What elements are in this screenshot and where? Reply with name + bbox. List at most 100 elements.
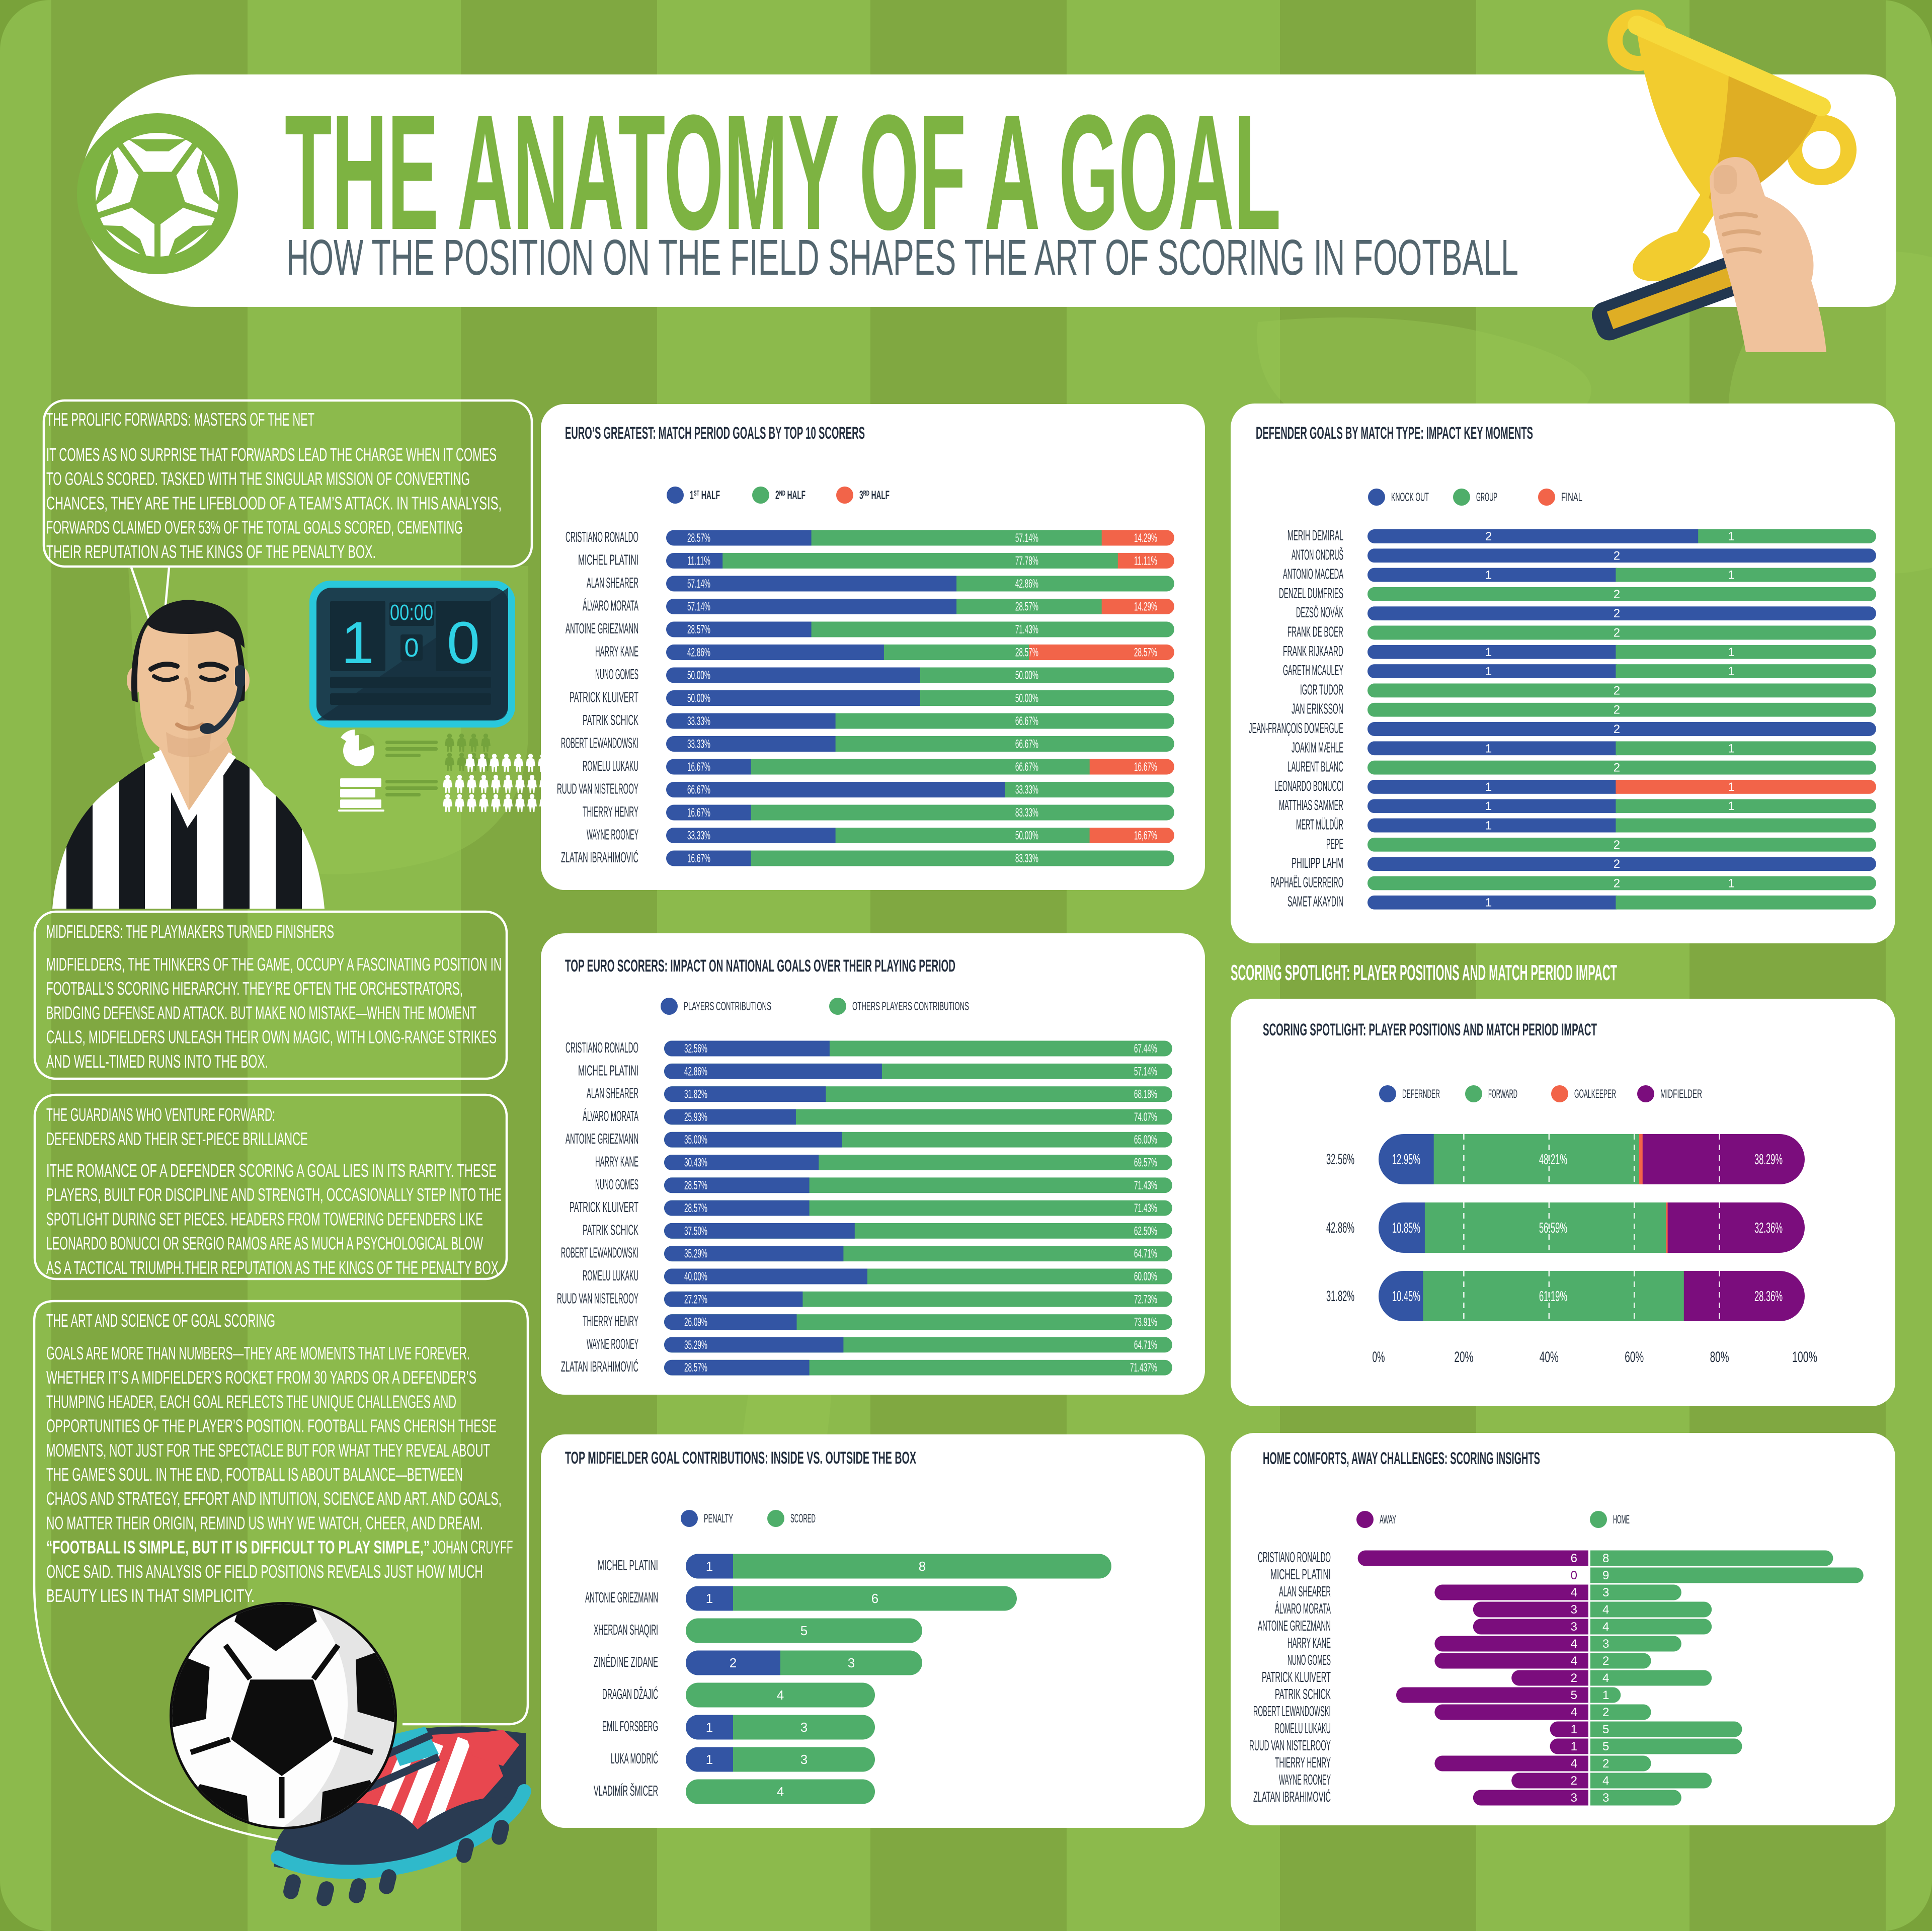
svg-text:TOP EURO SCORERS: IMPACT ON NA: TOP EURO SCORERS: IMPACT ON NATIONAL GOA… xyxy=(565,956,955,976)
svg-text:1: 1 xyxy=(706,1591,713,1606)
svg-text:33.33%: 33.33% xyxy=(687,738,710,751)
svg-text:64.71%: 64.71% xyxy=(1134,1247,1157,1261)
svg-text:2: 2 xyxy=(1485,530,1492,543)
svg-text:IGOR TUDOR: IGOR TUDOR xyxy=(1300,682,1343,698)
svg-text:ROMELU LUKAKU: ROMELU LUKAKU xyxy=(1275,1721,1331,1737)
svg-text:4: 4 xyxy=(1571,1637,1577,1651)
svg-text:42.86%: 42.86% xyxy=(684,1065,707,1078)
svg-text:40%: 40% xyxy=(1540,1349,1559,1365)
svg-text:THUMPING HEADER, EACH GOAL REF: THUMPING HEADER, EACH GOAL REFLECTS THE … xyxy=(46,1391,456,1412)
svg-text:ZLATAN IBRAHIMOVIĆ: ZLATAN IBRAHIMOVIĆ xyxy=(1253,1789,1331,1805)
svg-text:83.33%: 83.33% xyxy=(1015,806,1038,820)
svg-text:67.44%: 67.44% xyxy=(1134,1042,1157,1056)
svg-text:ZLATAN IBRAHIMOVIĆ: ZLATAN IBRAHIMOVIĆ xyxy=(561,850,638,866)
svg-text:71.437%: 71.437% xyxy=(1130,1361,1157,1375)
svg-text:11.11%: 11.11% xyxy=(1134,554,1157,568)
svg-text:OTHERS PLAYERS CONTRIBUTIONS: OTHERS PLAYERS CONTRIBUTIONS xyxy=(852,1000,969,1013)
svg-text:HARRY KANE: HARRY KANE xyxy=(1287,1635,1331,1651)
svg-text:32.36%: 32.36% xyxy=(1754,1220,1783,1236)
svg-text:SCORING SPOTLIGHT: PLAYER POSI: SCORING SPOTLIGHT: PLAYER POSITIONS AND … xyxy=(1231,960,1617,985)
svg-text:33.33%: 33.33% xyxy=(687,714,710,728)
svg-text:57.14%: 57.14% xyxy=(687,600,710,614)
svg-text:PATRIK SCHICK: PATRIK SCHICK xyxy=(1275,1686,1331,1703)
svg-text:FORWARDS CLAIMED OVER 53% OF T: FORWARDS CLAIMED OVER 53% OF THE TOTAL G… xyxy=(46,517,463,538)
svg-text:28.57%: 28.57% xyxy=(684,1361,707,1375)
svg-text:CALLS, MIDFIELDERS UNLEASH THE: CALLS, MIDFIELDERS UNLEASH THEIR OWN MAG… xyxy=(46,1027,497,1048)
svg-text:HOME: HOME xyxy=(1613,1513,1630,1526)
svg-text:THE ART AND SCIENCE OF GOAL SC: THE ART AND SCIENCE OF GOAL SCORING xyxy=(46,1310,275,1331)
svg-text:2: 2 xyxy=(1614,838,1620,852)
svg-text:1: 1 xyxy=(1728,569,1734,582)
svg-text:AS A TACTICAL TRIUMPH.THEIR RE: AS A TACTICAL TRIUMPH.THEIR REPUTATION A… xyxy=(46,1257,502,1278)
svg-text:PATRICK KLUIVERT: PATRICK KLUIVERT xyxy=(570,1199,638,1216)
svg-text:XHERDAN SHAQIRI: XHERDAN SHAQIRI xyxy=(594,1622,658,1638)
svg-text:57.14%: 57.14% xyxy=(1015,531,1038,545)
svg-text:RAPHAËL GUERREIRO: RAPHAËL GUERREIRO xyxy=(1270,874,1343,891)
svg-text:LUKA MODRIĆ: LUKA MODRIĆ xyxy=(611,1751,658,1767)
svg-text:2: 2 xyxy=(1602,1757,1609,1771)
svg-text:GROUP: GROUP xyxy=(1476,491,1497,504)
svg-text:ITHE ROMANCE OF A DEFENDER SCO: ITHE ROMANCE OF A DEFENDER SCORING A GOA… xyxy=(46,1160,497,1181)
svg-text:3: 3 xyxy=(1602,1637,1609,1651)
svg-text:JEAN-FRANÇOIS DOMERGUE: JEAN-FRANÇOIS DOMERGUE xyxy=(1249,720,1343,737)
svg-text:1: 1 xyxy=(1571,1723,1577,1736)
svg-text:MICHEL PLATINI: MICHEL PLATINI xyxy=(598,1558,658,1574)
svg-text:MICHEL PLATINI: MICHEL PLATINI xyxy=(1270,1567,1331,1583)
svg-text:WAYNE ROONEY: WAYNE ROONEY xyxy=(587,1336,638,1352)
svg-text:2: 2 xyxy=(1571,1671,1577,1685)
svg-text:MIDFIELDERS, THE THINKERS OF T: MIDFIELDERS, THE THINKERS OF THE GAME, O… xyxy=(46,954,502,975)
svg-text:HOME COMFORTS, AWAY CHALLENGES: HOME COMFORTS, AWAY CHALLENGES: SCORING … xyxy=(1263,1449,1540,1468)
svg-text:2: 2 xyxy=(1614,684,1620,697)
svg-text:4: 4 xyxy=(1602,1671,1609,1685)
svg-text:35.29%: 35.29% xyxy=(684,1338,707,1352)
svg-text:50.00%: 50.00% xyxy=(1015,692,1038,705)
svg-text:RUUD VAN NISTELROOY: RUUD VAN NISTELROOY xyxy=(557,781,638,797)
svg-text:3: 3 xyxy=(1571,1603,1577,1617)
svg-text:MIDFIELDERS: THE PLAYMAKERS TU: MIDFIELDERS: THE PLAYMAKERS TURNED FINIS… xyxy=(46,921,334,942)
svg-text:PLAYERS CONTRIBUTIONS: PLAYERS CONTRIBUTIONS xyxy=(684,1000,771,1013)
svg-text:PLAYERS, BUILT FOR DISCIPLINE: PLAYERS, BUILT FOR DISCIPLINE AND STRENG… xyxy=(46,1184,502,1205)
svg-text:ROBERT LEWANDOWSKI: ROBERT LEWANDOWSKI xyxy=(561,736,638,752)
svg-text:ANTOINE GRIEZMANN: ANTOINE GRIEZMANN xyxy=(1258,1618,1331,1634)
svg-text:THE PROLIFIC FORWARDS: MASTERS: THE PROLIFIC FORWARDS: MASTERS OF THE NE… xyxy=(46,409,314,430)
svg-text:GOALS ARE MORE THAN NUMBERS—TH: GOALS ARE MORE THAN NUMBERS—THEY ARE MOM… xyxy=(46,1343,470,1363)
svg-text:2: 2 xyxy=(1614,703,1620,717)
svg-text:ANTONIE GRIEZMANN: ANTONIE GRIEZMANN xyxy=(585,1590,658,1606)
svg-text:ALAN SHEARER: ALAN SHEARER xyxy=(587,1086,638,1102)
svg-text:PATRIK SCHICK: PATRIK SCHICK xyxy=(583,712,638,729)
svg-text:THEIR REPUTATION AS THE KINGS: THEIR REPUTATION AS THE KINGS OF THE PEN… xyxy=(46,541,376,562)
svg-text:8: 8 xyxy=(1602,1552,1609,1565)
svg-text:1: 1 xyxy=(1485,646,1492,659)
svg-text:4: 4 xyxy=(1571,1654,1577,1668)
svg-text:60%: 60% xyxy=(1625,1349,1644,1365)
svg-text:1: 1 xyxy=(706,1720,713,1735)
svg-text:5: 5 xyxy=(1571,1688,1577,1702)
svg-text:12.95%: 12.95% xyxy=(1392,1152,1420,1168)
svg-text:1: 1 xyxy=(1728,876,1734,890)
svg-text:THIERRY HENRY: THIERRY HENRY xyxy=(583,1314,638,1330)
svg-text:JAN ERIKSSON: JAN ERIKSSON xyxy=(1292,701,1343,717)
svg-text:FORWARD: FORWARD xyxy=(1488,1087,1517,1101)
svg-text:56.59%: 56.59% xyxy=(1539,1220,1567,1236)
svg-text:25.93%: 25.93% xyxy=(684,1110,707,1124)
svg-text:11.11%: 11.11% xyxy=(687,554,710,568)
svg-text:ROMELU LUKAKU: ROMELU LUKAKU xyxy=(583,1268,638,1284)
svg-text:0: 0 xyxy=(447,610,480,676)
svg-text:ROMELU LUKAKU: ROMELU LUKAKU xyxy=(583,758,638,774)
svg-text:1: 1 xyxy=(1728,742,1734,755)
svg-text:SCORED: SCORED xyxy=(790,1512,816,1525)
svg-text:THIERRY HENRY: THIERRY HENRY xyxy=(1275,1755,1331,1771)
svg-text:EMIL FORSBERG: EMIL FORSBERG xyxy=(602,1719,658,1735)
svg-text:77.78%: 77.78% xyxy=(1015,554,1038,568)
svg-text:1: 1 xyxy=(1485,896,1492,910)
svg-text:66.67%: 66.67% xyxy=(1015,738,1038,751)
svg-text:JOAKIM MÆHLE: JOAKIM MÆHLE xyxy=(1292,740,1343,756)
svg-text:4: 4 xyxy=(1571,1757,1577,1771)
svg-text:2: 2 xyxy=(1614,607,1620,620)
svg-text:KNOCK OUT: KNOCK OUT xyxy=(1391,491,1429,504)
svg-text:4: 4 xyxy=(777,1784,784,1799)
svg-text:73.91%: 73.91% xyxy=(1134,1316,1157,1329)
svg-text:1: 1 xyxy=(341,610,374,676)
svg-text:PATRIK SCHICK: PATRIK SCHICK xyxy=(583,1222,638,1238)
svg-text:RUUD VAN NISTELROOY: RUUD VAN NISTELROOY xyxy=(557,1291,638,1307)
